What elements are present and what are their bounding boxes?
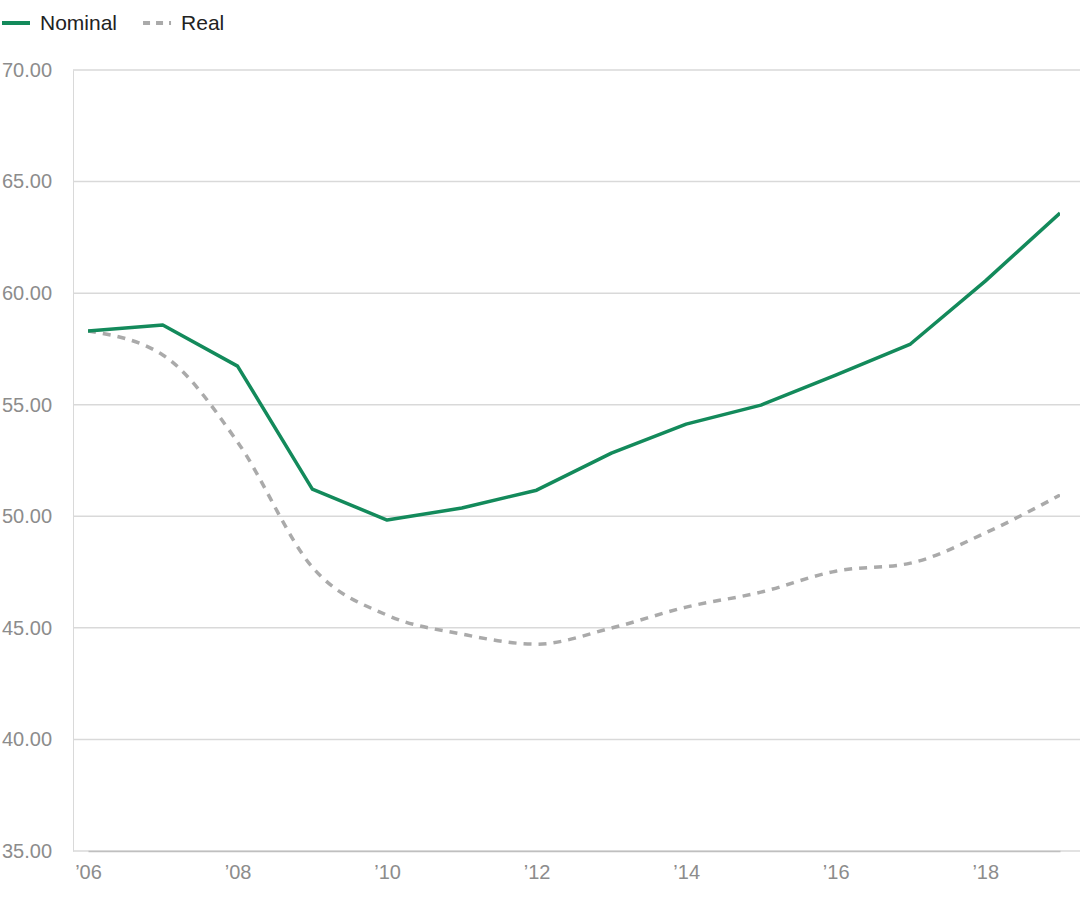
plot-area bbox=[88, 213, 1060, 644]
y-tick: 35.00 bbox=[2, 840, 73, 862]
y-tick-label: 60.00 bbox=[2, 282, 52, 304]
y-tick-label: 55.00 bbox=[2, 394, 52, 416]
y-tick-label: 40.00 bbox=[2, 728, 52, 750]
x-tick: ’06 bbox=[75, 851, 102, 883]
legend-item: Real bbox=[143, 11, 224, 34]
y-tick-label: 45.00 bbox=[2, 617, 52, 639]
x-tick-label: ’12 bbox=[524, 861, 551, 883]
y-tick-label: 35.00 bbox=[2, 840, 52, 862]
y-tick: 70.00 bbox=[2, 59, 73, 81]
x-tick: ’16 bbox=[823, 851, 850, 883]
legend-label: Real bbox=[181, 11, 224, 34]
x-tick-label: ’14 bbox=[673, 861, 700, 883]
x-axis: ’06 ’08 ’10 ’12 ’14 ’16 ’18 bbox=[75, 851, 1060, 883]
y-tick: 50.00 bbox=[2, 505, 73, 527]
grid-line bbox=[73, 292, 1080, 294]
legend-label: Nominal bbox=[40, 11, 117, 34]
grid-line bbox=[73, 181, 1080, 183]
chart: 35.00 40.00 45.00 50.00 55.00 60.00 65.00 70.00… bbox=[0, 0, 1084, 903]
y-tick: 45.00 bbox=[2, 617, 73, 639]
grid-line bbox=[73, 850, 1080, 852]
y-tick-label: 50.00 bbox=[2, 505, 52, 527]
grid-line bbox=[73, 404, 1080, 406]
y-axis-line bbox=[73, 71, 74, 852]
x-tick: ’14 bbox=[673, 851, 700, 883]
legend-item: Nominal bbox=[2, 11, 117, 34]
y-axis: 35.00 40.00 45.00 50.00 55.00 60.00 65.00 70.00 bbox=[2, 59, 74, 862]
x-tick: ’18 bbox=[972, 851, 999, 883]
x-tick-label: ’06 bbox=[75, 861, 102, 883]
series-line bbox=[88, 331, 1060, 644]
x-tick-label: ’18 bbox=[972, 861, 999, 883]
y-tick: 40.00 bbox=[2, 728, 73, 750]
grid-line bbox=[73, 516, 1080, 518]
x-tick-label: ’16 bbox=[823, 861, 850, 883]
legend-swatch bbox=[143, 21, 171, 25]
x-tick-label: ’10 bbox=[374, 861, 401, 883]
x-tick: ’08 bbox=[225, 851, 252, 883]
series-line bbox=[88, 213, 1060, 520]
x-tick: ’12 bbox=[524, 851, 551, 883]
x-tick: ’10 bbox=[374, 851, 401, 883]
x-axis-line bbox=[89, 851, 1061, 853]
y-tick-label: 70.00 bbox=[2, 59, 52, 81]
y-tick: 55.00 bbox=[2, 394, 73, 416]
grid-line bbox=[73, 739, 1080, 741]
legend-swatch bbox=[2, 21, 30, 25]
y-tick: 60.00 bbox=[2, 282, 73, 304]
grid-line bbox=[73, 627, 1080, 629]
grid bbox=[73, 70, 1080, 851]
grid-line bbox=[73, 69, 1080, 71]
legend: Nominal Real bbox=[2, 11, 224, 34]
x-tick-label: ’08 bbox=[225, 861, 252, 883]
y-tick-label: 65.00 bbox=[2, 170, 52, 192]
y-tick: 65.00 bbox=[2, 170, 73, 192]
